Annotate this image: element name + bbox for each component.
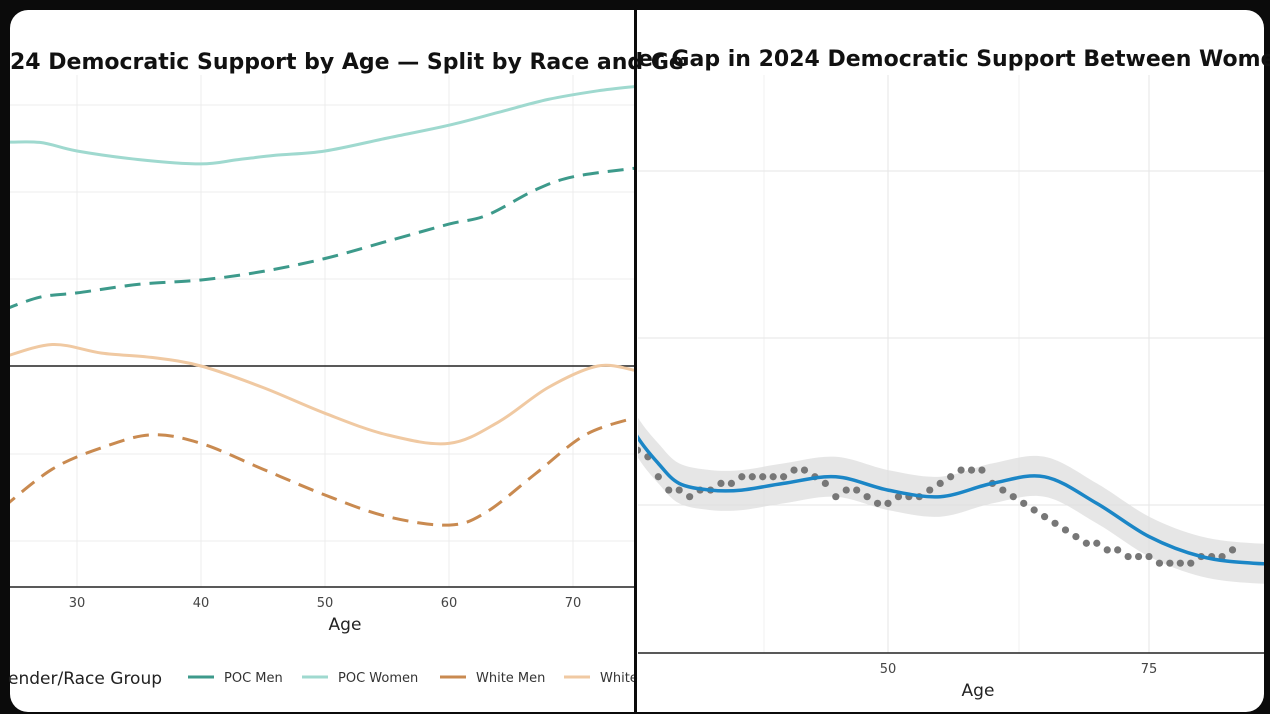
scatter-point [936, 479, 944, 487]
scatter-point [571, 307, 578, 314]
scatter-point [603, 393, 610, 400]
scatter-point [592, 353, 599, 360]
scatter-point [842, 486, 850, 494]
left-chart: 30 40 50 60 70 24 Democratic Support by Age … [8, 50, 684, 689]
scatter-point [1093, 539, 1101, 547]
legend-label-white-men: White Men [476, 671, 545, 686]
scatter-point [1020, 499, 1028, 507]
scatter-point [561, 260, 568, 267]
left-x-tick-30: 30 [69, 596, 86, 611]
scatter-point [1061, 526, 1070, 534]
scatter-point [686, 493, 694, 501]
left-legend: ender/Race Group POC Men POC Women White M… [8, 669, 638, 689]
scatter-point [748, 473, 756, 481]
scatter-point [853, 486, 861, 494]
scatter-point [780, 473, 788, 481]
left-gridlines [10, 75, 634, 587]
scatter-point [1145, 552, 1153, 561]
series-line-poc-men [10, 166, 634, 309]
scatter-point [832, 493, 840, 501]
scatter-point [999, 486, 1007, 494]
scatter-point [821, 479, 829, 487]
series-line-white [10, 342, 634, 446]
scatter-point [759, 473, 767, 481]
scatter-point [1082, 539, 1090, 547]
right-chart: 50 75 er Gap in 2024 Democratic Support B… [550, 47, 1270, 701]
scatter-point [727, 479, 736, 487]
scatter-point [613, 413, 620, 420]
left-chart-title: 24 Democratic Support by Age — Split by … [10, 50, 684, 75]
scatter-point [675, 486, 683, 494]
left-x-tick-60: 60 [441, 596, 458, 611]
scatter-point [738, 473, 746, 481]
scatter-point [800, 466, 809, 474]
right-x-axis-title: Age [962, 681, 995, 701]
scatter-point [1072, 533, 1080, 541]
scatter-point [873, 499, 882, 507]
legend-title: ender/Race Group [8, 669, 162, 689]
scatter-point [1187, 559, 1195, 567]
scatter-point [947, 473, 955, 481]
scatter-point [1134, 552, 1143, 561]
confidence-band [638, 417, 1264, 584]
legend-label-poc-men: POC Men [224, 671, 283, 686]
scatter-point [926, 486, 934, 494]
scatter-point [1176, 559, 1184, 567]
left-series-group [10, 85, 634, 527]
scatter-point [1166, 559, 1174, 567]
panel-divider [634, 0, 637, 714]
scatter-point [884, 499, 892, 507]
scatter-point [967, 466, 976, 474]
scatter-point [863, 493, 871, 501]
left-x-axis-title: Age [329, 615, 362, 635]
scatter-point [1009, 493, 1017, 501]
scatter-point [665, 486, 673, 494]
scatter-point [623, 433, 630, 440]
scatter-point [654, 473, 662, 481]
screenshot-frame [10, 10, 1264, 712]
scatter-point [957, 466, 965, 474]
right-content-group [550, 234, 1264, 584]
series-line-poc-women [10, 85, 634, 166]
scatter-point [1124, 552, 1132, 561]
scatter-point [717, 479, 725, 487]
legend-label-white: White [600, 671, 638, 686]
right-x-tick-75: 75 [1141, 662, 1158, 677]
right-x-ticks: 50 75 [880, 662, 1158, 677]
scatter-point [1051, 519, 1059, 527]
left-x-tick-50: 50 [317, 596, 334, 611]
legend-label-poc-women: POC Women [338, 671, 418, 686]
scatter-point [1041, 513, 1049, 521]
left-x-ticks: 30 40 50 60 70 [69, 596, 582, 611]
right-x-tick-50: 50 [880, 662, 897, 677]
fit-line [638, 434, 1264, 566]
scatter-point [582, 327, 589, 334]
scatter-point [638, 446, 642, 454]
scatter-point [790, 466, 798, 474]
scatter-point [550, 234, 557, 241]
scatter-point [1228, 546, 1237, 554]
scatter-point [1030, 506, 1038, 514]
left-x-tick-70: 70 [565, 596, 582, 611]
scatter-point [1155, 559, 1164, 567]
series-line-white-men [10, 416, 634, 527]
right-chart-title: er Gap in 2024 Democratic Support Betwee… [638, 47, 1270, 72]
scatter-point [1103, 546, 1111, 554]
scatter-points [550, 234, 1237, 567]
scatter-point [769, 473, 777, 481]
left-x-tick-40: 40 [193, 596, 210, 611]
scatter-point [1114, 546, 1122, 554]
scatter-point [978, 466, 986, 474]
scatter-point [894, 493, 903, 501]
